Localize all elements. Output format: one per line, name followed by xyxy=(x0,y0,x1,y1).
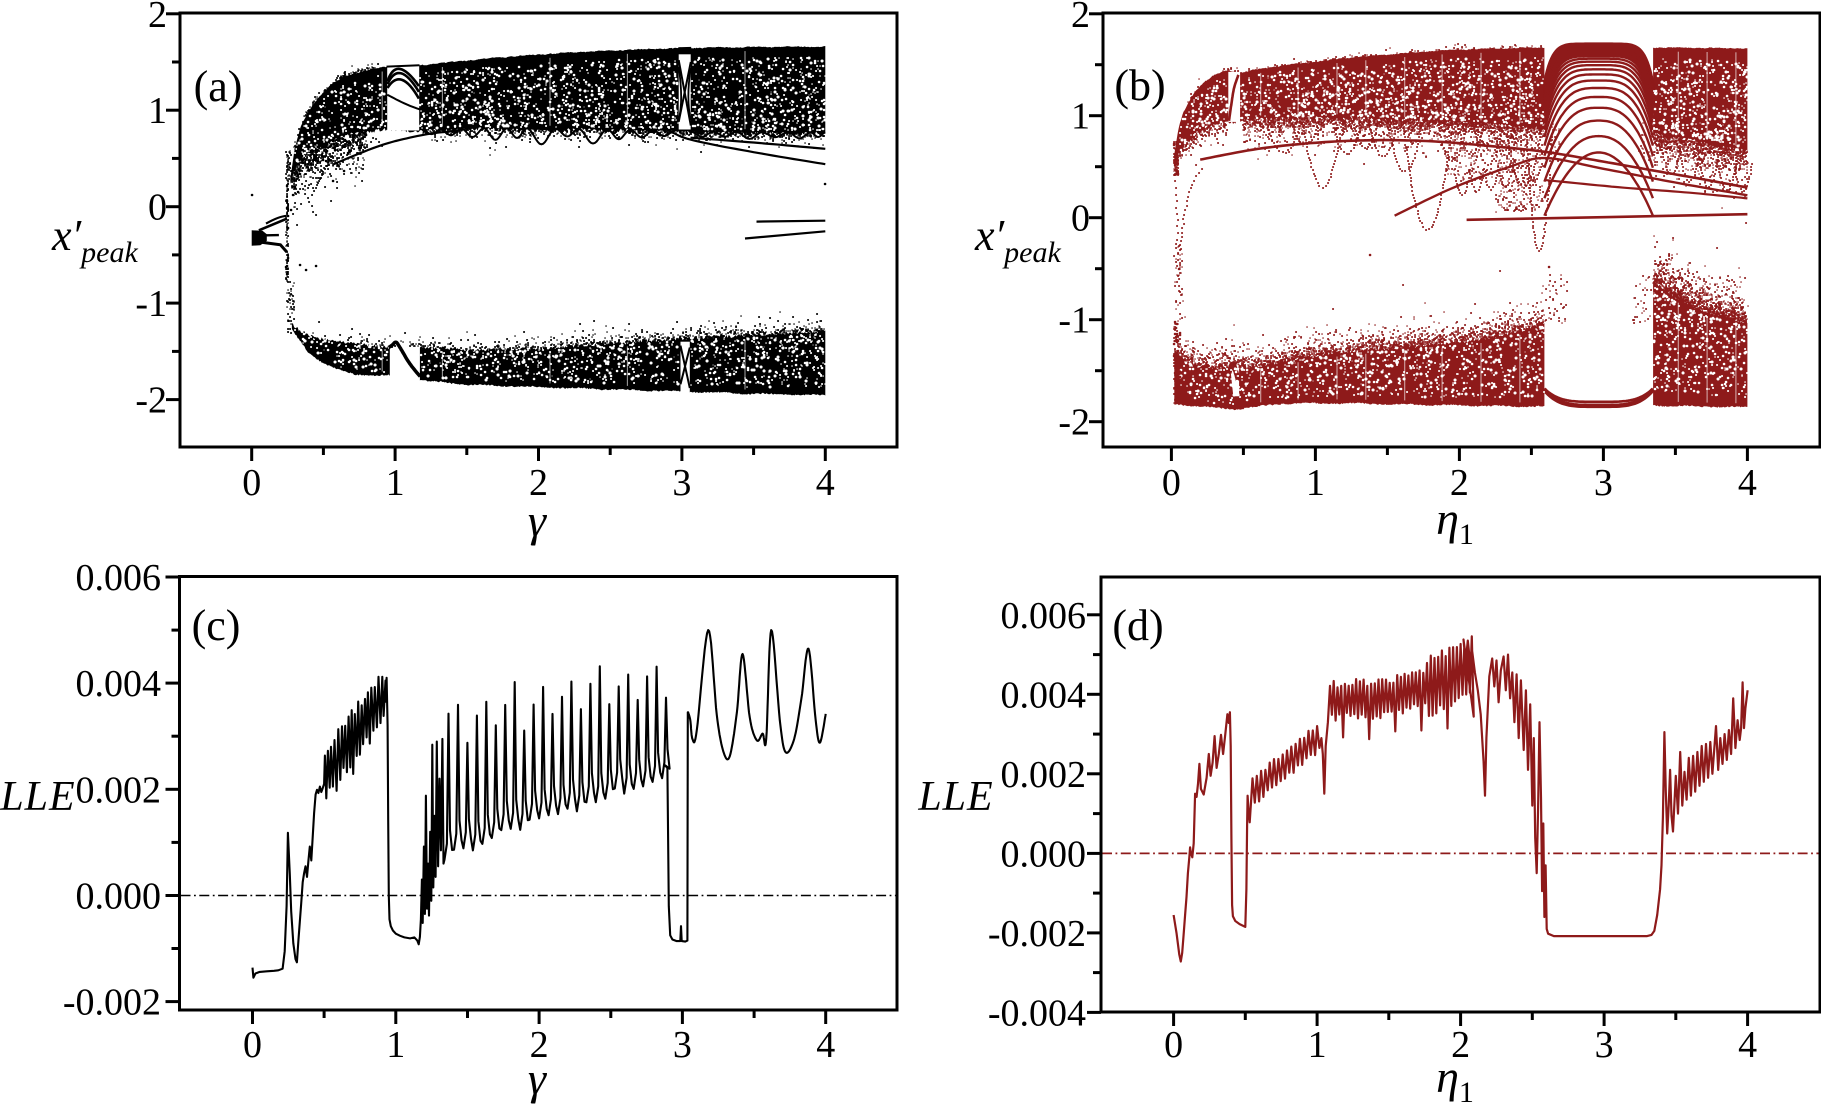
svg-text:2: 2 xyxy=(1071,0,1090,36)
svg-text:LLE: LLE xyxy=(0,774,76,820)
svg-text:3: 3 xyxy=(672,462,691,504)
svg-text:0: 0 xyxy=(243,1024,262,1066)
svg-text:4: 4 xyxy=(1738,462,1757,504)
svg-text:γ: γ xyxy=(528,1053,548,1104)
svg-text:-2: -2 xyxy=(135,380,167,422)
svg-text:3: 3 xyxy=(1594,462,1613,504)
svg-text:1: 1 xyxy=(148,90,167,132)
svg-text:0.000: 0.000 xyxy=(1001,833,1087,875)
svg-text:2: 2 xyxy=(148,0,167,36)
svg-text:-2: -2 xyxy=(1058,402,1090,444)
svg-text:0: 0 xyxy=(1164,1024,1183,1066)
svg-text:1: 1 xyxy=(1071,96,1090,138)
svg-text:3: 3 xyxy=(1595,1024,1614,1066)
svg-text:1: 1 xyxy=(386,462,405,504)
svg-text:0: 0 xyxy=(242,462,261,504)
svg-text:4: 4 xyxy=(816,462,835,504)
svg-text:-1: -1 xyxy=(135,283,167,325)
svg-text:0.004: 0.004 xyxy=(76,663,162,705)
svg-text:(c): (c) xyxy=(192,601,241,650)
svg-text:0: 0 xyxy=(1071,198,1090,240)
svg-text:(b): (b) xyxy=(1114,61,1165,110)
svg-text:1: 1 xyxy=(1306,462,1325,504)
svg-text:0.002: 0.002 xyxy=(76,769,162,811)
svg-text:2: 2 xyxy=(1450,462,1469,504)
svg-text:(d): (d) xyxy=(1112,601,1163,650)
svg-text:γ: γ xyxy=(528,495,548,546)
svg-text:3: 3 xyxy=(673,1024,692,1066)
svg-text:-0.004: -0.004 xyxy=(988,992,1086,1034)
svg-text:1: 1 xyxy=(1308,1024,1327,1066)
svg-text:1: 1 xyxy=(386,1024,405,1066)
svg-text:0.004: 0.004 xyxy=(1001,674,1087,716)
svg-text:-1: -1 xyxy=(1058,300,1090,342)
svg-text:0: 0 xyxy=(1162,462,1181,504)
svg-text:2: 2 xyxy=(1451,1024,1470,1066)
svg-text:-0.002: -0.002 xyxy=(988,913,1086,955)
svg-text:0: 0 xyxy=(148,187,167,229)
svg-text:4: 4 xyxy=(1738,1024,1757,1066)
svg-text:LLE: LLE xyxy=(917,774,993,820)
svg-text:-0.002: -0.002 xyxy=(63,982,161,1024)
svg-text:0.006: 0.006 xyxy=(1001,595,1087,637)
svg-text:2: 2 xyxy=(529,462,548,504)
svg-text:0.000: 0.000 xyxy=(76,876,162,918)
svg-text:0.002: 0.002 xyxy=(1001,754,1087,796)
svg-text:0.006: 0.006 xyxy=(76,557,162,599)
svg-text:(a): (a) xyxy=(194,62,243,111)
svg-text:4: 4 xyxy=(816,1024,835,1066)
svg-text:2: 2 xyxy=(530,1024,549,1066)
